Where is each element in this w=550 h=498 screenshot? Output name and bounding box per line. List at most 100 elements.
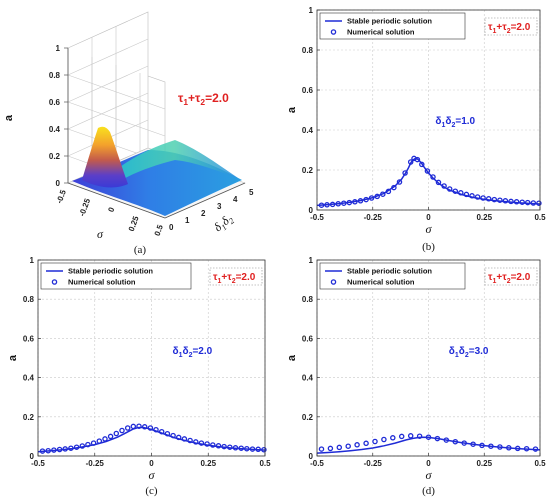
panel-c-data-point	[45, 447, 51, 454]
panel-a-peak	[82, 126, 128, 188]
panel-c-data-point	[198, 440, 205, 446]
panel-c-data-point	[96, 438, 103, 444]
panel-b-legend-label-1: Stable periodic solution	[347, 17, 432, 26]
panel-c-xtick-label: 0	[149, 459, 154, 468]
panel-b-data-point	[430, 174, 436, 180]
panel-c-ytick-label: 0.4	[23, 374, 35, 383]
panel-b-data-point	[402, 170, 408, 176]
panel-c-ytick-label: 0.2	[23, 413, 35, 422]
panel-d-ytick-label: 0.6	[302, 334, 314, 343]
panel-a-xtick-label: -0.5	[55, 188, 68, 205]
panel-a-ylabel: a	[3, 114, 15, 121]
panel-c-ytick-label: 1	[30, 256, 35, 265]
panel-d-xtick-label: -0.5	[310, 459, 324, 468]
panel-c-data-point	[107, 433, 114, 440]
panel-c-data-point	[227, 444, 233, 450]
panel-b-ytick-label: 0.2	[302, 166, 314, 175]
panel-c-ytick-label: 0.6	[23, 334, 35, 343]
panel-c-caption: (c)	[145, 485, 158, 497]
panel-b-legend-marker-swatch	[330, 29, 337, 35]
panel-d-ytick-label: 0.8	[302, 295, 314, 304]
panel-d-data-point	[506, 445, 512, 451]
panel-b-data-point	[324, 202, 330, 208]
panel-c-data-point	[62, 446, 68, 452]
panel-d-xtick-label: -0.25	[364, 459, 383, 468]
panel-b-ytick-label: 0.6	[302, 86, 314, 95]
panel-c-xlabel: σ	[149, 468, 156, 482]
panel-d-data-point	[372, 438, 378, 445]
panel-b-data-point	[513, 199, 520, 205]
panel-a-xlabel: σ	[97, 227, 104, 241]
panel-c-ytick-label: 0.8	[23, 295, 35, 304]
panel-c-data-point	[56, 446, 63, 453]
panel-c-legend: Stable periodic solution Numerical soluti…	[40, 262, 192, 290]
panel-b-data-point	[508, 198, 514, 205]
panel-d-xtick-label: 0	[426, 459, 431, 468]
panel-c-data-point	[204, 441, 210, 447]
panel-b-ylabel: a	[286, 106, 298, 113]
panel-c-data-point	[124, 425, 131, 431]
panel-c-data-point	[119, 427, 125, 434]
panel-c-legend-marker-swatch	[51, 279, 58, 285]
panel-b-data-point	[368, 195, 375, 201]
panel-b-data-point	[469, 193, 475, 199]
panel-d-ytick-label: 1	[309, 256, 314, 265]
panel-b: -0.5 -0.25 0 0.25 0.5 0 0.2 0.4 0.6 0.8 1 σ a Stable …	[286, 6, 546, 253]
panel-a-depthtick-label: 2	[201, 209, 206, 218]
panel-b-data-point	[530, 200, 537, 206]
panel-c-data-point	[90, 440, 97, 446]
panel-b-data-point	[346, 199, 353, 206]
panel-c-data-point	[73, 444, 80, 450]
panel-c-ytick-label: 0	[30, 452, 35, 461]
panel-c-xtick-label: 0.25	[200, 459, 216, 468]
panel-d: -0.5 -0.25 0 0.25 0.5 0 0.2 0.4 0.6 0.8 1 σ a Stable …	[286, 256, 546, 497]
panel-b-data-point	[352, 199, 358, 205]
panel-d-data-point	[381, 436, 387, 443]
panel-d-tau-annotation: τ1+τ2=2.0	[488, 272, 531, 285]
panel-b-data-point	[474, 194, 481, 200]
panel-c-xtick-label: -0.5	[31, 459, 45, 468]
panel-b-data-point	[335, 201, 341, 207]
panel-a-depthtick-label: 5	[249, 188, 254, 197]
panel-d-legend-label-1: Stable periodic solution	[347, 267, 432, 276]
panel-c-data-point	[51, 447, 57, 453]
panel-b-data-point	[380, 191, 386, 197]
panel-c-data-point	[210, 442, 216, 448]
panel-c-data-point	[79, 443, 86, 449]
panel-c-data-point	[153, 426, 159, 433]
panel-d-data-point	[398, 433, 405, 440]
panel-c-data-point	[68, 445, 74, 451]
panel-b-data-point	[329, 201, 336, 208]
panel-b-data-point	[374, 193, 380, 200]
panel-c-data-point	[113, 430, 120, 437]
panel-a-xtick-label: 0.25	[127, 214, 141, 232]
panel-c-data-point	[102, 436, 108, 442]
panel-b-xtick-label: -0.25	[364, 213, 383, 222]
panel-d-tau-box	[484, 267, 538, 286]
panel-d-data-point	[514, 445, 521, 452]
panel-a-ytick-label: 0.2	[49, 152, 61, 161]
panel-d-ytick-label: 0.4	[302, 374, 314, 383]
panel-a-depthtick-label: 4	[233, 195, 238, 204]
panel-b-ytick-label: 1	[309, 6, 314, 15]
panel-d-data-point	[452, 438, 459, 445]
panel-c-data-point	[141, 424, 148, 430]
panel-a-depthtick-label: 3	[217, 202, 222, 211]
panel-b-data-point	[524, 199, 531, 206]
panel-b-data-point	[491, 196, 498, 203]
panel-c-xtick-label: -0.25	[86, 459, 105, 468]
panel-c-legend-label-2: Numerical solution	[68, 278, 136, 287]
panel-c-tau-annotation: τ1+τ2=2.0	[213, 272, 256, 285]
panel-c-data-point	[181, 436, 188, 442]
panel-c: -0.5 -0.25 0 0.25 0.5 0 0.2 0.4 0.6 0.8 1 σ a Stable …	[7, 256, 271, 497]
panel-c-data-point	[130, 423, 137, 430]
panel-b-data-point	[441, 183, 447, 189]
panel-b-ytick-label: 0.4	[302, 126, 314, 135]
panel-c-data-point	[238, 445, 244, 451]
panel-d-data-point	[532, 446, 539, 452]
panel-a-xtick-label: -0.25	[77, 197, 92, 218]
panel-a-zlabel: δ1δ2	[211, 211, 236, 236]
panel-a-depth-axis	[164, 182, 246, 219]
panel-d-ytick-label: 0	[309, 452, 314, 461]
panel-d-ylabel: a	[286, 354, 298, 361]
